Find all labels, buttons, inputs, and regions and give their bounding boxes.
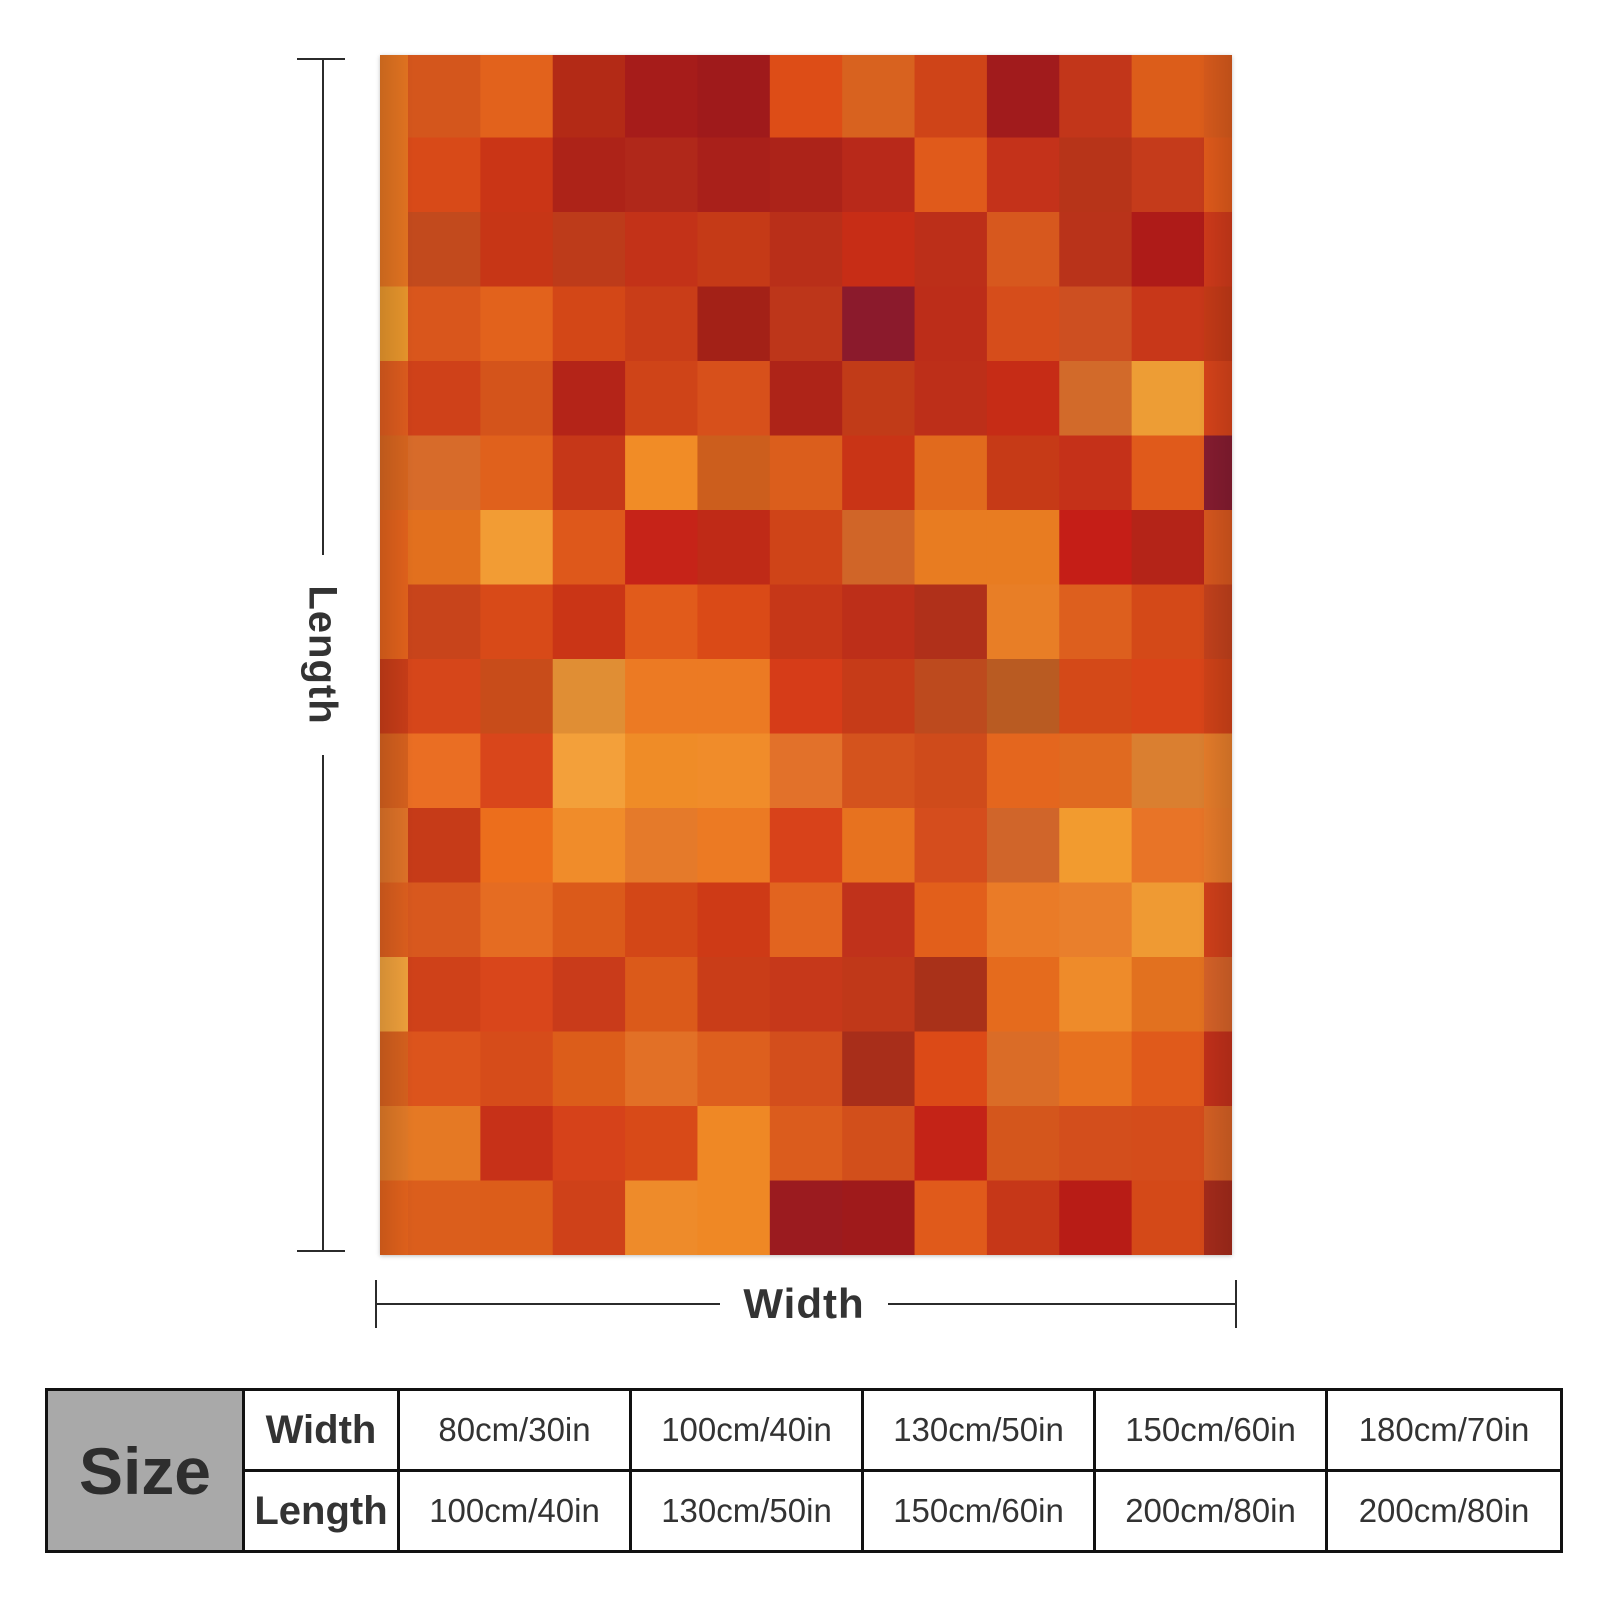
length-line-lower [322, 755, 324, 1252]
width-value-3: 130cm/50in [861, 1388, 1096, 1472]
width-value-5: 180cm/70in [1325, 1388, 1563, 1472]
length-top-cap [297, 58, 345, 60]
row-label-length: Length [242, 1469, 400, 1553]
length-value-2: 130cm/50in [629, 1469, 864, 1553]
width-value-1: 80cm/30in [397, 1388, 632, 1472]
size-chart-table: Size Width 80cm/30in 100cm/40in 130cm/50… [45, 1388, 1563, 1553]
length-bottom-cap [297, 1250, 345, 1252]
width-right-cap [1235, 1280, 1237, 1328]
width-value-2: 100cm/40in [629, 1388, 864, 1472]
row-label-width: Width [242, 1388, 400, 1472]
width-value-4: 150cm/60in [1093, 1388, 1328, 1472]
size-heading: Size [45, 1388, 245, 1553]
length-value-4: 200cm/80in [1093, 1469, 1328, 1553]
pixel-mosaic-pattern [380, 55, 1232, 1255]
blanket-edge-shading [380, 55, 1232, 1255]
length-value-3: 150cm/60in [861, 1469, 1096, 1553]
width-label: Width [743, 1280, 865, 1327]
length-value-1: 100cm/40in [397, 1469, 632, 1553]
length-label: Length [300, 585, 345, 725]
width-line-left [375, 1303, 720, 1305]
length-line-upper [322, 58, 324, 555]
size-row-width: Size Width 80cm/30in 100cm/40in 130cm/50… [45, 1388, 1563, 1553]
size-row-length: Length 100cm/40in 130cm/50in 150cm/60in … [47, 1469, 1563, 1553]
width-line-right [888, 1303, 1237, 1305]
blanket-image [380, 55, 1232, 1255]
length-value-5: 200cm/80in [1325, 1469, 1563, 1553]
